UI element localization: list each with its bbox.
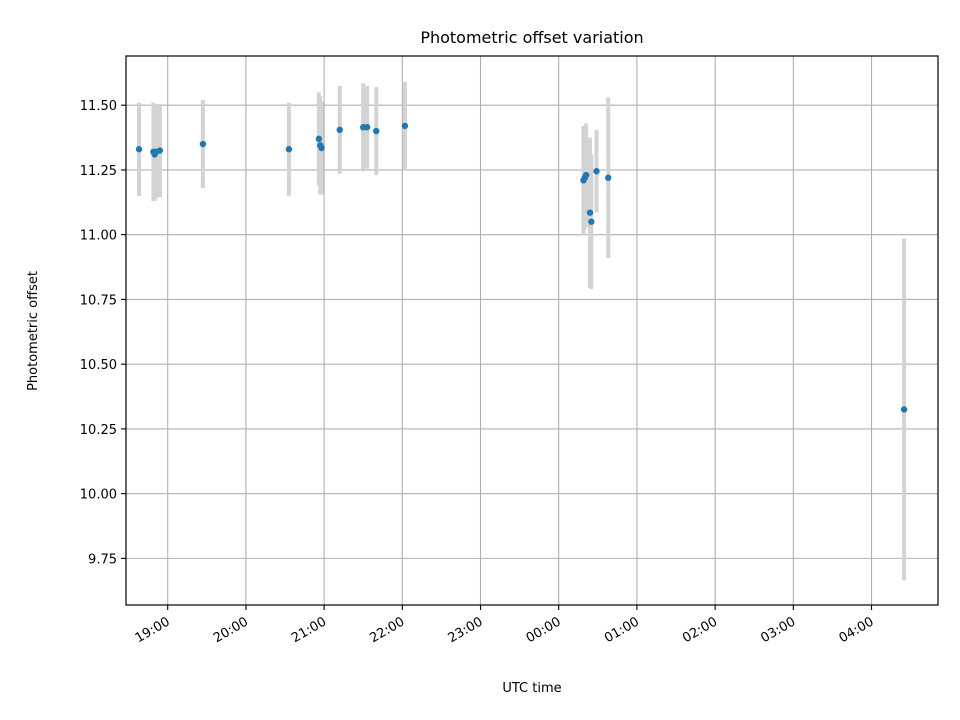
- data-point: [593, 168, 600, 175]
- data-point: [605, 174, 612, 181]
- y-tick-label: 11.50: [80, 99, 117, 114]
- x-axis-label: UTC time: [502, 681, 561, 696]
- point-layer: [135, 122, 908, 413]
- chart-title: Photometric offset variation: [420, 28, 643, 47]
- data-point: [401, 122, 409, 130]
- data-point: [582, 171, 590, 179]
- y-tick-label: 11.25: [80, 164, 117, 179]
- plot-area: [126, 56, 938, 605]
- y-axis-label: Photometric offset: [26, 271, 41, 391]
- data-point: [336, 126, 343, 134]
- y-tick-label: 11.00: [80, 229, 117, 244]
- data-point: [285, 146, 293, 153]
- data-point: [900, 406, 908, 413]
- plot-frame: [125, 55, 939, 606]
- data-point: [315, 135, 323, 143]
- data-point: [373, 127, 380, 135]
- data-point: [156, 147, 164, 154]
- data-point: [199, 140, 207, 148]
- data-point: [588, 218, 595, 225]
- data-point: [135, 146, 143, 153]
- y-tick-label: 9.75: [88, 552, 117, 567]
- y-tick-label: 10.75: [80, 293, 117, 308]
- data-point: [586, 209, 594, 216]
- data-point: [318, 144, 325, 152]
- y-tick-label: 10.25: [80, 423, 117, 438]
- y-tick-label: 10.50: [80, 358, 117, 373]
- data-point: [363, 124, 371, 131]
- y-tick-label: 10.00: [80, 488, 117, 503]
